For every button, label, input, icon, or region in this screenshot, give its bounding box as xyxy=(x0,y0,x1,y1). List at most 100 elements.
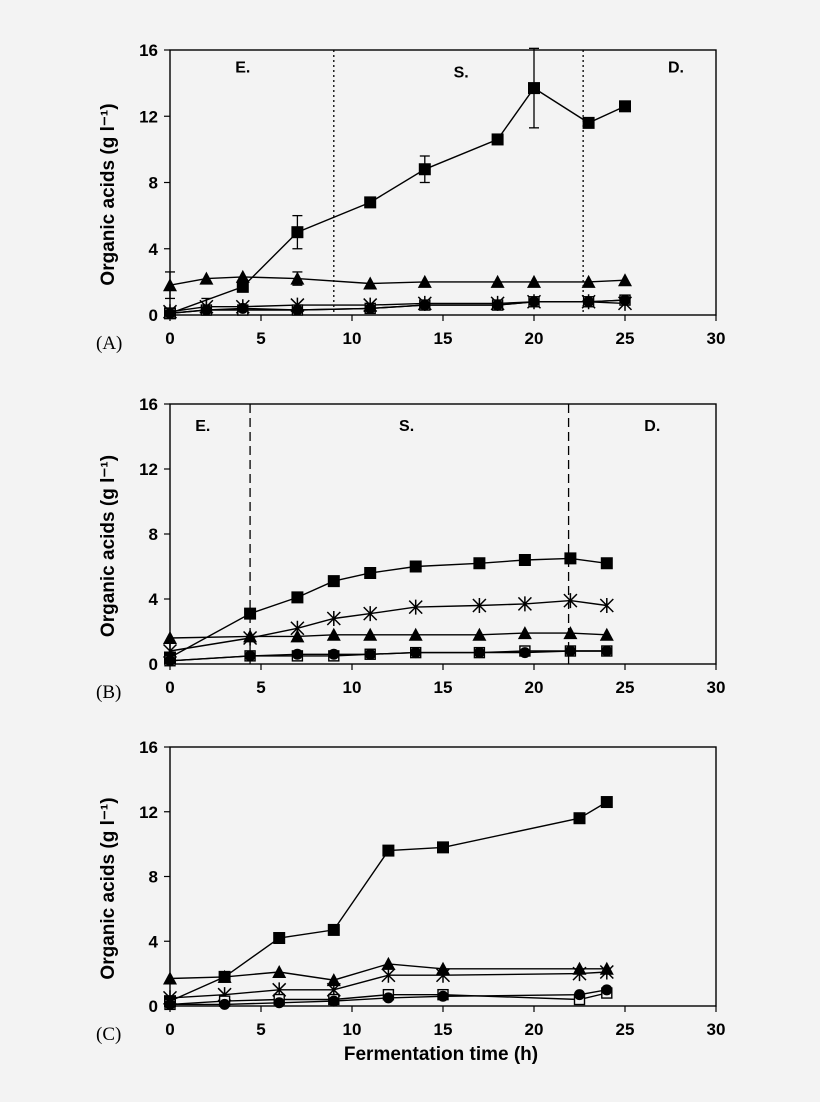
data-point xyxy=(273,932,286,945)
y-axis-label: Organic acids (g l⁻¹) xyxy=(98,103,119,285)
x-tick-label: 15 xyxy=(434,329,453,348)
data-point xyxy=(382,844,395,857)
y-tick-label: 16 xyxy=(139,395,158,414)
data-point xyxy=(326,973,341,987)
data-point xyxy=(326,611,341,626)
data-point xyxy=(581,274,596,288)
data-point xyxy=(409,560,422,573)
x-tick-label: 10 xyxy=(343,1020,362,1039)
series-line xyxy=(169,599,607,652)
data-point xyxy=(491,133,504,146)
y-tick-label: 12 xyxy=(139,460,158,479)
x-tick-label: 10 xyxy=(343,678,362,697)
data-point xyxy=(244,607,257,620)
x-tick-label: 25 xyxy=(616,1020,635,1039)
y-tick-label: 8 xyxy=(149,525,158,544)
data-point xyxy=(435,967,451,983)
data-point xyxy=(582,116,595,129)
series-line xyxy=(169,276,626,286)
data-point xyxy=(563,593,578,609)
data-point xyxy=(291,648,303,660)
data-point xyxy=(601,645,613,657)
phase-label-d: D. xyxy=(668,60,684,77)
phase-label-e: E. xyxy=(195,418,210,435)
data-point xyxy=(364,648,376,660)
y-tick-label: 4 xyxy=(149,932,159,951)
x-tick-label: 25 xyxy=(616,329,635,348)
x-tick-label: 20 xyxy=(525,678,544,697)
panel-label: (C) xyxy=(96,1024,121,1045)
data-point xyxy=(527,274,541,288)
data-point xyxy=(473,647,485,659)
data-point xyxy=(573,812,586,825)
y-tick-label: 12 xyxy=(139,803,158,822)
series-line xyxy=(169,992,607,1006)
series-line xyxy=(169,801,608,1002)
data-point xyxy=(235,269,250,283)
phase-label-s: S. xyxy=(399,418,414,435)
data-point xyxy=(564,552,577,565)
data-point xyxy=(492,299,504,311)
data-point xyxy=(291,226,304,239)
data-point xyxy=(419,299,431,311)
series-asterisk xyxy=(162,593,614,659)
data-point xyxy=(472,627,487,641)
data-point xyxy=(199,271,214,285)
chart-panel-3: 0 4 8 12 16 0 5 10 15 20 25 30 Organic acids (g l⁻¹)… xyxy=(96,738,725,1065)
x-tick-label: 10 xyxy=(343,329,362,348)
data-point xyxy=(517,596,532,612)
x-tick-label: 0 xyxy=(165,1020,174,1039)
x-tick-label: 25 xyxy=(616,678,635,697)
data-point xyxy=(619,294,631,306)
data-point xyxy=(217,969,232,983)
data-point xyxy=(437,841,449,854)
data-point xyxy=(564,645,576,657)
data-point xyxy=(519,647,531,659)
data-point xyxy=(363,606,378,622)
data-point xyxy=(619,100,631,113)
x-tick-label: 15 xyxy=(434,678,453,697)
data-point xyxy=(599,964,614,980)
y-tick-label: 16 xyxy=(139,41,158,60)
phase-label-d: D. xyxy=(644,418,660,435)
series-filled-circle xyxy=(164,984,613,1010)
data-point xyxy=(599,627,614,641)
x-axis-label: Fermentation time (h) xyxy=(344,1044,538,1065)
y-tick-label: 0 xyxy=(149,655,158,674)
data-point xyxy=(600,796,613,809)
data-point xyxy=(272,965,287,979)
data-point xyxy=(418,163,431,176)
series-asterisk xyxy=(162,964,614,1006)
data-point xyxy=(517,626,532,640)
y-tick-label: 16 xyxy=(139,738,158,757)
x-tick-label: 5 xyxy=(256,329,265,348)
data-point xyxy=(528,82,540,95)
data-point xyxy=(518,554,531,566)
panel-label: (A) xyxy=(96,333,122,354)
data-point xyxy=(363,276,378,290)
data-point xyxy=(237,302,249,314)
data-point xyxy=(236,280,249,293)
chart-panel-2: 0 4 8 12 16 0 5 10 15 20 25 30 Organic acids (g l⁻¹)… xyxy=(96,395,725,703)
data-point xyxy=(364,302,376,314)
data-point xyxy=(472,598,487,613)
data-point xyxy=(437,990,449,1002)
data-point xyxy=(243,629,258,643)
data-point xyxy=(326,627,341,641)
x-tick-label: 20 xyxy=(525,1020,544,1039)
series-filled-circle xyxy=(164,645,613,667)
series-line xyxy=(169,632,607,639)
x-tick-label: 0 xyxy=(165,678,174,697)
y-axis-label: Organic acids (g l⁻¹) xyxy=(98,797,119,979)
y-tick-label: 8 xyxy=(149,174,158,193)
series-filled-triangle xyxy=(163,626,614,644)
data-point xyxy=(291,591,304,604)
y-tick-label: 12 xyxy=(139,107,158,126)
phase-label-e: E. xyxy=(235,60,250,77)
chart-panel-1: 0 4 8 12 16 0 5 10 15 20 25 30 Organic acids (g l⁻¹)… xyxy=(96,41,725,354)
data-point xyxy=(618,273,632,287)
data-point xyxy=(290,629,305,643)
data-point xyxy=(417,274,432,288)
data-point xyxy=(200,304,212,316)
series-line xyxy=(169,963,607,981)
